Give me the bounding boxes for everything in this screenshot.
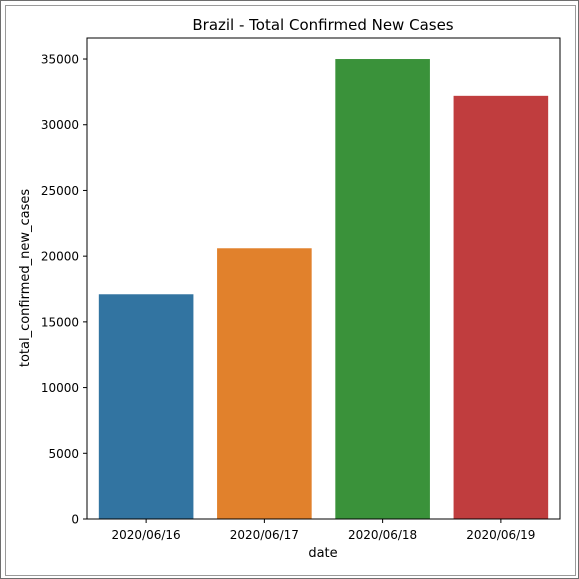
y-tick-label: 35000 <box>41 53 79 67</box>
y-tick-label: 10000 <box>41 381 79 395</box>
bars-group <box>98 59 549 519</box>
plot-area-frame <box>86 37 561 520</box>
figure-inner-border <box>5 5 576 576</box>
x-tick-label: 2020/06/16 <box>112 528 181 542</box>
bar-2020-06-19 <box>453 95 549 519</box>
bar-2020-06-16 <box>98 294 194 519</box>
x-axis: 2020/06/16 2020/06/17 2020/06/18 2020/06/19 <box>112 519 535 542</box>
x-tick-label: 2020/06/18 <box>348 528 417 542</box>
y-tick-label: 15000 <box>41 315 79 329</box>
x-tick-label: 2020/06/19 <box>466 528 535 542</box>
bar-2020-06-18 <box>335 59 430 519</box>
y-axis-label: total_confirmed_new_cases <box>18 189 33 368</box>
y-tick-label: 25000 <box>41 184 79 198</box>
chart-title: Brazil - Total Confirmed New Cases <box>192 16 453 34</box>
x-axis-label: date <box>308 546 337 561</box>
x-tick-label: 2020/06/17 <box>230 528 299 542</box>
y-tick-label: 20000 <box>41 250 79 264</box>
y-axis: 0 5000 10000 15000 20000 25000 30000 35000 <box>41 53 87 527</box>
y-tick-label: 0 <box>71 513 79 527</box>
bar-2020-06-17 <box>217 248 312 519</box>
y-tick-label: 5000 <box>48 447 79 461</box>
y-tick-label: 30000 <box>41 118 79 132</box>
